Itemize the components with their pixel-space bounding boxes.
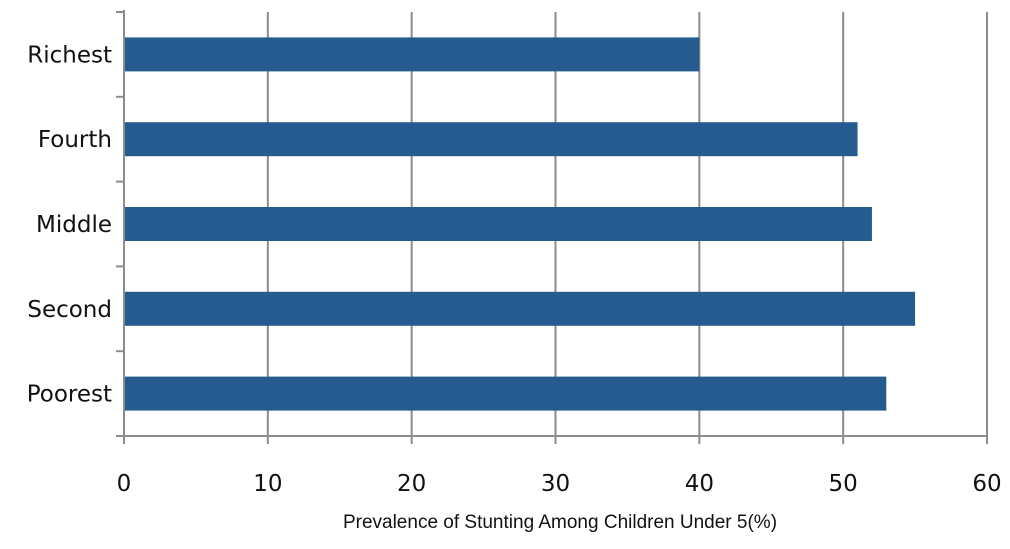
category-label-middle: Middle xyxy=(36,212,112,238)
x-tick-label-40: 40 xyxy=(685,471,714,497)
x-tick-label-30: 30 xyxy=(541,471,570,497)
bar-richest xyxy=(125,37,700,72)
x-tick-label-50: 50 xyxy=(829,471,858,497)
category-label-richest: Richest xyxy=(27,42,112,68)
bars xyxy=(125,37,916,411)
x-tick-label-0: 0 xyxy=(117,471,132,497)
category-label-second: Second xyxy=(27,297,112,323)
bar-second xyxy=(125,291,916,326)
labels: 0 10 20 30 40 50 60 Richest Fourth Middle Second Po… xyxy=(27,42,1002,497)
x-tick-label-20: 20 xyxy=(397,471,426,497)
category-label-fourth: Fourth xyxy=(38,127,112,153)
bar-middle xyxy=(125,207,872,241)
bar-fourth xyxy=(125,122,858,157)
category-label-poorest: Poorest xyxy=(27,382,112,408)
bar-poorest xyxy=(125,376,887,411)
axes xyxy=(116,10,988,444)
x-tick-label-60: 60 xyxy=(972,471,1001,497)
x-axis-title: Prevalence of Stunting Among Children Un… xyxy=(343,512,777,533)
x-tick-label-10: 10 xyxy=(253,471,282,497)
